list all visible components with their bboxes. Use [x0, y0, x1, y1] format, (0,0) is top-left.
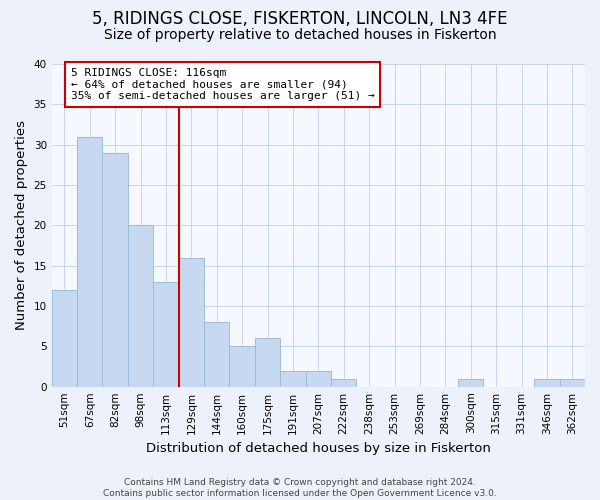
X-axis label: Distribution of detached houses by size in Fiskerton: Distribution of detached houses by size …: [146, 442, 491, 455]
Bar: [103, 152, 128, 386]
Bar: [153, 282, 179, 387]
Bar: [560, 378, 585, 386]
Bar: [280, 370, 305, 386]
Bar: [179, 258, 204, 386]
Bar: [128, 226, 153, 386]
Y-axis label: Number of detached properties: Number of detached properties: [15, 120, 28, 330]
Text: Contains HM Land Registry data © Crown copyright and database right 2024.
Contai: Contains HM Land Registry data © Crown c…: [103, 478, 497, 498]
Bar: [305, 370, 331, 386]
Text: Size of property relative to detached houses in Fiskerton: Size of property relative to detached ho…: [104, 28, 496, 42]
Bar: [331, 378, 356, 386]
Bar: [534, 378, 560, 386]
Bar: [458, 378, 484, 386]
Bar: [204, 322, 229, 386]
Text: 5, RIDINGS CLOSE, FISKERTON, LINCOLN, LN3 4FE: 5, RIDINGS CLOSE, FISKERTON, LINCOLN, LN…: [92, 10, 508, 28]
Bar: [255, 338, 280, 386]
Bar: [52, 290, 77, 386]
Text: 5 RIDINGS CLOSE: 116sqm
← 64% of detached houses are smaller (94)
35% of semi-de: 5 RIDINGS CLOSE: 116sqm ← 64% of detache…: [71, 68, 374, 101]
Bar: [229, 346, 255, 387]
Bar: [77, 136, 103, 386]
